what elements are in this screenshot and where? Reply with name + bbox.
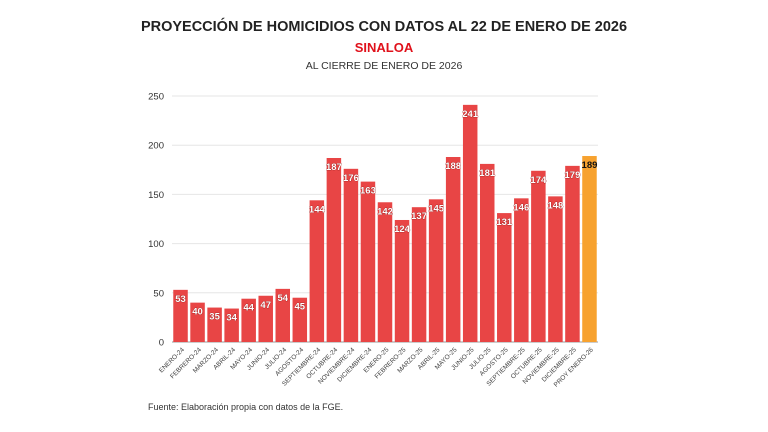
bar <box>207 307 222 342</box>
bar <box>173 289 188 342</box>
bar <box>224 308 239 342</box>
bar <box>548 196 563 342</box>
bar <box>309 200 325 342</box>
y-tick-label: 150 <box>148 190 164 201</box>
bar <box>241 298 256 342</box>
bar <box>445 157 461 342</box>
bar <box>394 219 410 342</box>
bar <box>292 297 308 342</box>
data-label: 142 <box>377 206 393 217</box>
data-label: 131 <box>496 217 513 228</box>
data-label: 44 <box>243 303 254 314</box>
bar <box>428 199 444 342</box>
bar <box>462 104 478 342</box>
bar <box>275 288 291 342</box>
bar <box>360 181 376 342</box>
bar <box>565 165 580 342</box>
y-tick-label: 100 <box>148 239 164 250</box>
bar <box>411 207 427 342</box>
data-label: 144 <box>309 204 326 215</box>
data-label: 47 <box>260 300 271 311</box>
chart-title: PROYECCIÓN DE HOMICIDIOS CON DATOS AL 22… <box>140 19 628 35</box>
data-label: 145 <box>428 203 445 214</box>
data-label: 187 <box>326 162 342 173</box>
bar <box>582 156 597 342</box>
bar <box>514 198 529 342</box>
data-label: 146 <box>513 202 529 213</box>
bar <box>497 213 512 342</box>
data-label: 148 <box>547 200 563 211</box>
bar <box>258 295 273 342</box>
data-label: 53 <box>175 294 186 305</box>
data-label: 174 <box>530 175 547 186</box>
data-label: 163 <box>360 186 376 197</box>
data-label: 181 <box>479 168 496 179</box>
bar <box>190 302 205 342</box>
bar <box>479 163 495 342</box>
bar <box>326 157 342 342</box>
data-label: 189 <box>582 160 598 171</box>
data-label: 35 <box>209 312 220 323</box>
data-label: 124 <box>394 224 411 235</box>
y-tick-label: 250 <box>148 92 164 103</box>
data-label: 34 <box>226 313 237 324</box>
data-label: 45 <box>295 302 306 313</box>
data-label: 176 <box>343 173 359 184</box>
chart-subtitle-2: AL CIERRE DE ENERO DE 2026 <box>305 60 463 72</box>
y-tick-label: 200 <box>148 141 164 152</box>
bar <box>531 170 546 342</box>
data-label: 40 <box>192 307 203 318</box>
y-tick-label: 0 <box>159 338 164 349</box>
data-label: 137 <box>411 211 427 222</box>
bar <box>343 168 359 342</box>
y-tick-label: 50 <box>153 288 164 299</box>
data-label: 54 <box>277 293 288 304</box>
data-label: 241 <box>462 109 479 120</box>
source-note: Fuente: Elaboración propia con datos de … <box>148 402 344 412</box>
bar <box>377 202 393 342</box>
chart-subtitle: SINALOA <box>354 40 414 55</box>
data-label: 188 <box>445 161 461 172</box>
data-label: 179 <box>565 170 581 181</box>
